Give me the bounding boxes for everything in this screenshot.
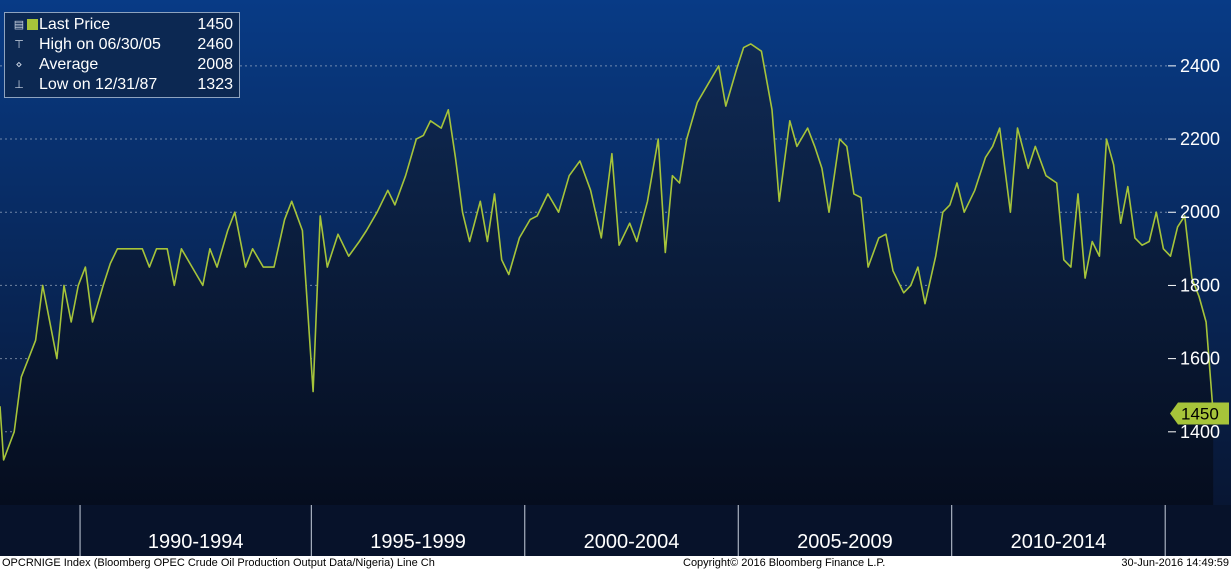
- x-period-label-3: 2005-2009: [797, 531, 893, 553]
- y-tick-label-2000: 2000: [1180, 202, 1220, 222]
- series-area-fill: [0, 43, 1214, 506]
- collapse-icon[interactable]: ▤: [13, 19, 25, 31]
- y-tick-label-2400: 2400: [1180, 56, 1220, 76]
- footer-copyright: Copyright© 2016 Bloomberg Finance L.P.: [683, 557, 886, 569]
- legend-value: 1450: [197, 16, 233, 33]
- axis-panel-background: [0, 505, 1231, 556]
- legend-value: 1323: [197, 76, 233, 93]
- x-period-label-4: 2010-2014: [1011, 531, 1107, 553]
- legend-row-low: ⊥ Low on 12/31/87 1323: [5, 75, 239, 95]
- last-value-tag-text: 1450: [1181, 405, 1219, 424]
- legend-label: Last Price: [39, 16, 111, 33]
- footer-timestamp: 30-Jun-2016 14:49:59: [1121, 557, 1229, 569]
- line-chart: 1400 1600 1800 2000 2200 2400 1990-1994 1995-1…: [0, 0, 1231, 556]
- y-tick-label-1400: 1400: [1180, 422, 1220, 442]
- legend-swatch-last-price: [27, 19, 38, 30]
- last-value-tag: 1450: [1170, 402, 1229, 425]
- y-tick-label-2200: 2200: [1180, 129, 1220, 149]
- y-tick-label-1800: 1800: [1180, 275, 1220, 295]
- low-marker-icon: ⊥: [14, 79, 24, 91]
- x-period-label-2: 2000-2004: [584, 531, 680, 553]
- legend-row-high: ⊤ High on 06/30/05 2460: [5, 35, 239, 55]
- legend-row-average: ⋄ Average 2008: [5, 55, 239, 75]
- legend-label: High on 06/30/05: [39, 36, 161, 53]
- average-marker-icon: ⋄: [15, 59, 23, 71]
- legend-label: Low on 12/31/87: [39, 76, 158, 93]
- x-period-label-1: 1995-1999: [370, 531, 466, 553]
- legend-row-last-price: ▤ Last Price 1450: [5, 15, 239, 35]
- high-marker-icon: ⊤: [14, 39, 24, 51]
- footer-security-description: OPCRNIGE Index (Bloomberg OPEC Crude Oil…: [2, 557, 435, 569]
- y-tick-label-1600: 1600: [1180, 349, 1220, 369]
- chart-legend: ▤ Last Price 1450 ⊤ High on 06/30/05 246…: [4, 12, 240, 98]
- x-axis-period-labels: 1990-1994 1995-1999 2000-2004 2005-2009 2010…: [148, 531, 1106, 553]
- legend-value: 2008: [197, 56, 233, 73]
- chart-footer: OPCRNIGE Index (Bloomberg OPEC Crude Oil…: [0, 556, 1231, 572]
- legend-value: 2460: [197, 36, 233, 53]
- last-value-tag-shape: [1170, 402, 1229, 425]
- x-period-label-0: 1990-1994: [148, 531, 244, 553]
- series-line-last-price: [0, 43, 1214, 461]
- x-period-dividers: [79, 505, 1166, 556]
- y-axis-ticks: 1400 1600 1800 2000 2200 2400: [1168, 56, 1220, 442]
- legend-label: Average: [39, 56, 99, 73]
